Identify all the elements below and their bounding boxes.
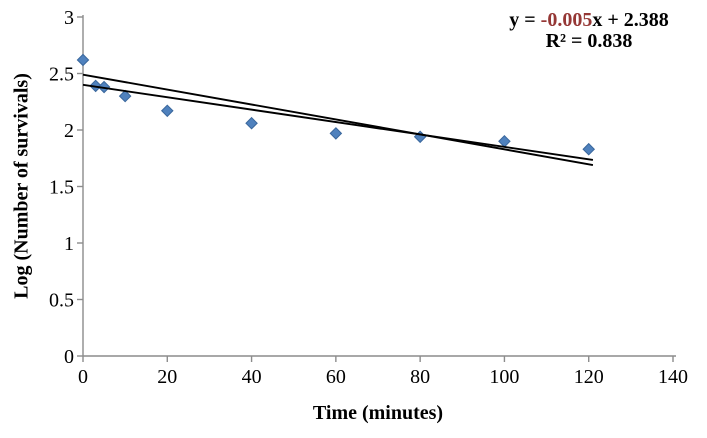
y-tick-label: 1.5 — [49, 177, 74, 199]
data-point-marker — [118, 89, 132, 103]
x-axis-title: Time (minutes) — [312, 402, 444, 424]
y-tick-label: 2 — [64, 120, 74, 142]
x-tick-label: 100 — [489, 366, 519, 388]
data-point-marker — [160, 104, 174, 118]
data-point-marker — [498, 134, 511, 148]
x-tick-label: 120 — [574, 366, 604, 388]
y-tick-label: 3 — [64, 7, 74, 29]
data-point-marker — [245, 116, 258, 130]
trendline-label: y = -0.005x + 2.388 R² = 0.838 — [484, 10, 694, 52]
x-tick-label: 60 — [326, 366, 346, 388]
data-point-marker — [76, 53, 90, 67]
equation-suffix: x + 2.388 — [592, 9, 669, 31]
y-tick-label: 0.5 — [49, 290, 74, 312]
x-tick-label: 140 — [658, 366, 688, 388]
x-tick-label: 40 — [242, 366, 262, 388]
trendline-equation: y = -0.005x + 2.388 — [484, 10, 694, 31]
trendline — [82, 83, 594, 161]
data-point-marker — [582, 142, 596, 156]
r-squared-label: R² = 0.838 — [545, 30, 633, 52]
x-tick-label: 0 — [78, 366, 88, 388]
equation-prefix: y = — [509, 9, 541, 31]
secondary-fit-line — [82, 73, 594, 166]
y-tick-label: 1 — [64, 233, 74, 255]
data-point-marker — [329, 127, 343, 140]
y-tick-label: 0 — [64, 346, 74, 368]
y-tick-label: 2.5 — [49, 64, 74, 86]
x-tick-label: 80 — [410, 366, 430, 388]
x-tick-label: 20 — [157, 366, 177, 388]
y-axis-title: Log (Number of survivals) — [10, 73, 33, 299]
equation-slope: -0.005 — [540, 9, 593, 31]
